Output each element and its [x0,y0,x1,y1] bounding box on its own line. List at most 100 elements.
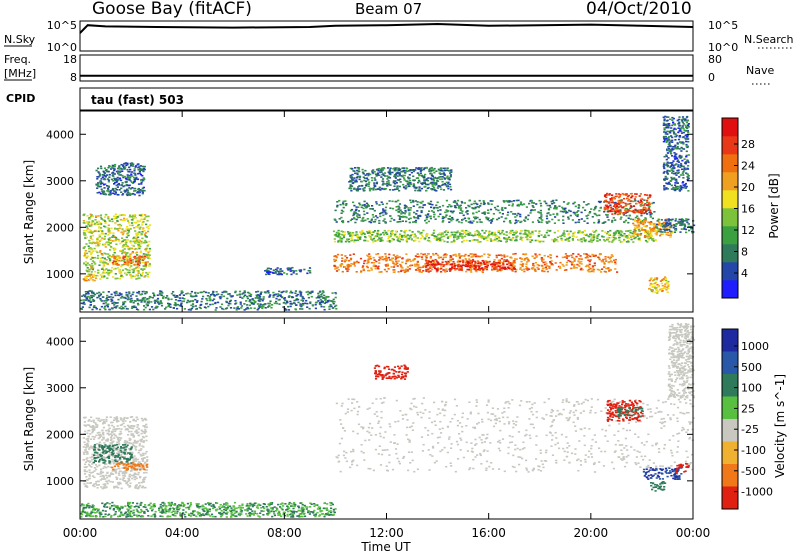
heatmap-cell [359,236,362,238]
heatmap-cell [191,303,195,305]
heatmap-cell [379,171,382,174]
heatmap-cell [435,177,438,179]
heatmap-cell [89,298,92,300]
heatmap-cell [386,183,389,185]
heatmap-cell [501,266,504,268]
heatmap-cell [187,308,190,311]
heatmap-cell [575,214,578,217]
heatmap-cell [396,179,399,181]
heatmap-cell [493,259,496,261]
heatmap-cell [390,233,393,236]
heatmap-cell [249,299,252,301]
heatmap-cell [96,221,99,223]
heatmap-cell [430,170,433,173]
heatmap-cell [334,305,337,308]
heatmap-cell [394,258,397,261]
heatmap-cell [462,260,465,262]
heatmap-cell [618,196,621,199]
heatmap-cell [383,167,386,170]
heatmap-cell [148,254,151,256]
heatmap-cell [135,222,138,224]
heatmap-cell [245,308,248,310]
heatmap-cell [99,183,102,185]
heatmap-cell [103,192,106,195]
heatmap-cell [452,260,455,263]
heatmap-cell [470,271,473,273]
heatmap-cell [193,295,196,298]
heatmap-cell [396,256,400,259]
heatmap-cell [503,254,506,256]
heatmap-cell [138,172,141,175]
heatmap-cell [80,307,83,310]
heatmap-cell [573,264,576,266]
heatmap-cell [348,241,351,243]
heatmap-cell [372,189,375,191]
heatmap-cell [640,200,643,202]
heatmap-cell [531,221,534,223]
heatmap-cell [397,260,400,262]
heatmap-cell [632,234,635,236]
heatmap-cell [132,165,135,167]
heatmap-cell [586,256,589,259]
heatmap-cell [372,237,375,240]
heatmap-cell [92,234,95,237]
heatmap-cell [590,270,594,272]
heatmap-cell [453,267,456,269]
heatmap-cell [308,292,311,294]
heatmap-cell [474,253,477,256]
heatmap-cell [380,271,383,273]
heatmap-cell [593,262,596,264]
heatmap-cell [666,227,669,230]
heatmap-cell [461,259,464,261]
heatmap-cell [465,263,468,266]
heatmap-cell [155,300,158,303]
heatmap-cell [433,229,436,232]
heatmap-cell [454,206,457,209]
heatmap-cell [147,255,150,258]
heatmap-cell [326,295,329,298]
heatmap-cell [426,264,430,267]
heatmap-cell [603,263,606,265]
heatmap-cell [261,299,264,302]
heatmap-cell [349,184,352,186]
heatmap-cell [266,271,269,273]
heatmap-cell [132,271,135,274]
heatmap-cell [98,234,101,236]
heatmap-cell [128,177,131,180]
heatmap-cell [117,229,120,232]
heatmap-cell [416,210,419,212]
heatmap-cell [395,263,398,266]
heatmap-cell [131,187,134,189]
heatmap-cell [123,251,126,253]
heatmap-cell [449,210,453,213]
heatmap-cell [343,231,347,233]
heatmap-cell [466,213,469,215]
heatmap-cell [378,256,381,259]
nsearch-label: N.Search [744,33,794,46]
heatmap-cell [427,271,430,273]
heatmap-cell [148,247,151,250]
heatmap-cell [134,306,137,309]
heatmap-cell [405,186,408,189]
heatmap-cell [85,236,88,239]
heatmap-cell [580,263,583,265]
heatmap-cell [493,233,496,235]
heatmap-cell [509,222,512,224]
heatmap-cell [417,168,420,170]
heatmap-cell [333,260,336,263]
heatmap-cell [604,256,607,258]
heatmap-cell [311,304,315,307]
heatmap-cell [84,250,87,252]
heatmap-cell [399,178,402,181]
heatmap-cell [398,173,401,175]
heatmap-cell [132,259,135,261]
heatmap-cell [116,186,119,188]
heatmap-cell [392,181,395,184]
heatmap-cell [335,235,338,237]
heatmap-cell [435,181,438,184]
heatmap-cell [450,268,453,270]
heatmap-cell [448,263,451,266]
heatmap-cell [604,207,607,209]
heatmap-cell [337,241,340,243]
heatmap-cell [413,233,416,236]
